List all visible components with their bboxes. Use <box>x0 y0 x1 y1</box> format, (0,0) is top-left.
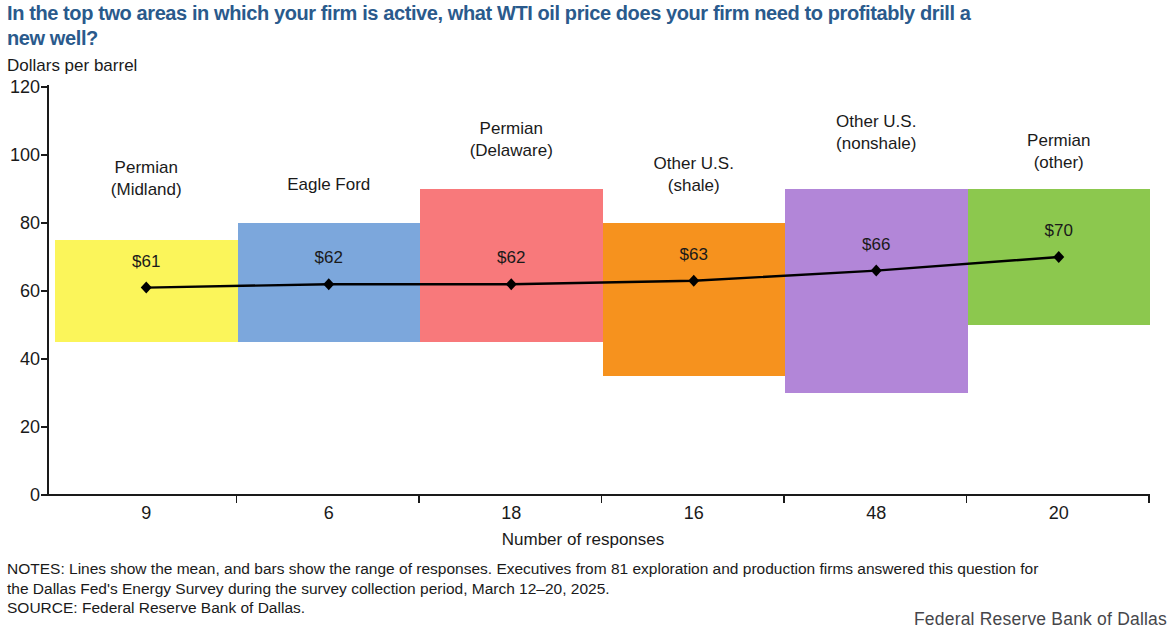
mean-value-label: $66 <box>785 235 968 255</box>
x-axis-tick <box>783 495 785 503</box>
mean-value-label: $63 <box>603 245 786 265</box>
response-count-label: 9 <box>55 503 238 524</box>
y-axis-tick-label: 40 <box>0 348 40 370</box>
y-axis-tick-label: 20 <box>0 416 40 438</box>
y-axis <box>47 85 49 496</box>
chart-page: In the top two areas in which your firm … <box>0 0 1173 639</box>
response-count-label: 16 <box>603 503 786 524</box>
y-axis-tick-label: 0 <box>0 484 40 506</box>
x-axis-tick <box>966 495 968 503</box>
category-label: Permian (Delaware) <box>420 118 603 162</box>
x-axis-tick <box>1148 495 1150 503</box>
y-axis-tick <box>41 426 47 428</box>
y-axis-tick <box>41 154 47 156</box>
mean-value-label: $62 <box>238 248 421 268</box>
range-bar-other-u-s-nonshale <box>785 189 968 393</box>
branding-text: Federal Reserve Bank of Dallas <box>914 609 1167 630</box>
category-label: Permian (other) <box>968 130 1151 174</box>
y-axis-tick-label: 120 <box>0 76 40 98</box>
y-axis-tick-label: 100 <box>0 144 40 166</box>
y-axis-tick <box>41 222 47 224</box>
y-axis-tick-label: 60 <box>0 280 40 302</box>
y-axis-tick-label: 80 <box>0 212 40 234</box>
response-count-label: 18 <box>420 503 603 524</box>
category-label: Other U.S. (shale) <box>603 153 786 197</box>
x-axis-tick <box>601 495 603 503</box>
y-axis-tick <box>41 358 47 360</box>
category-label: Eagle Ford <box>238 174 421 196</box>
range-bar-eagle-ford <box>238 223 421 342</box>
x-axis-tick <box>418 495 420 503</box>
notes-line: the Dallas Fed's Energy Survey during th… <box>7 579 1173 599</box>
notes-line: NOTES: Lines show the mean, and bars sho… <box>7 559 1173 579</box>
y-axis-tick <box>41 290 47 292</box>
response-count-label: 48 <box>785 503 968 524</box>
x-axis-title: Number of responses <box>48 530 1118 550</box>
response-count-label: 20 <box>968 503 1151 524</box>
y-axis-tick <box>41 86 47 88</box>
range-bar-permian-other <box>968 189 1151 325</box>
mean-value-label: $62 <box>420 248 603 268</box>
y-axis-tick <box>41 494 47 496</box>
category-label: Other U.S. (nonshale) <box>785 111 968 155</box>
x-axis <box>47 494 1150 496</box>
x-axis-tick <box>236 495 238 503</box>
category-label: Permian (Midland) <box>55 157 238 201</box>
notes-text: NOTES: Lines show the mean, and bars sho… <box>7 559 1173 598</box>
mean-value-label: $70 <box>968 221 1151 241</box>
response-count-label: 6 <box>238 503 421 524</box>
mean-value-label: $61 <box>55 252 238 272</box>
